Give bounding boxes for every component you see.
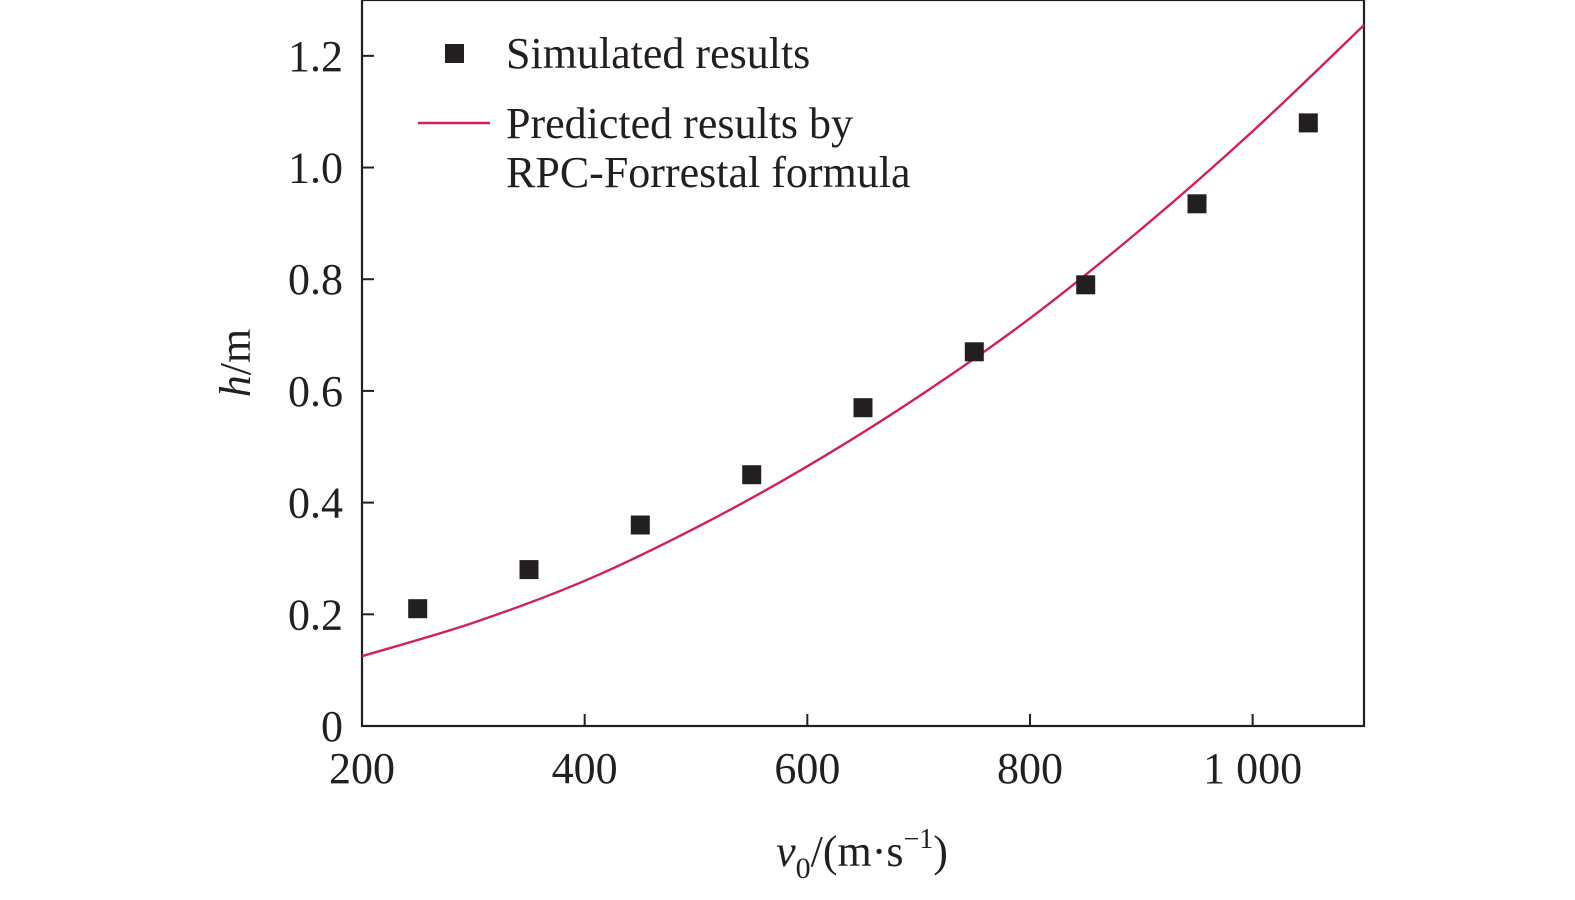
x-tick-label: 1 000 [1203,744,1302,793]
tick-marks [361,54,1254,727]
x-axis-title: v0/(m·s−1) [776,824,948,885]
y-tick-label: 0.8 [288,255,343,304]
x-tick-label: 800 [997,744,1063,793]
legend-marker-square [445,44,464,63]
simulated-point [742,465,762,485]
simulated-point [1076,275,1096,295]
simulated-point [964,342,984,362]
legend-label-predicted-line2: RPC-Forrestal formula [506,148,911,197]
simulated-point [519,560,539,580]
simulated-points-layer [408,113,1318,619]
plot-border [360,0,1366,728]
legend-label-simulated: Simulated results [506,29,810,78]
y-tick-label: 1.2 [288,32,343,81]
y-axis-title: h/m [211,329,260,397]
simulated-point [1298,113,1318,133]
legend: Simulated results Predicted results by R… [418,29,911,197]
x-tick-label: 400 [552,744,618,793]
x-tick-label: 200 [329,744,395,793]
x-tick-labels: 200 400 600 800 1 000 [329,744,1302,793]
y-tick-label: 0.6 [288,367,343,416]
y-tick-label: 1.0 [288,144,343,193]
simulated-point [1187,194,1207,214]
predicted-results-line [361,24,1365,658]
simulated-point [408,599,428,619]
y-tick-label: 0.4 [288,479,343,528]
x-tick-label: 600 [774,744,840,793]
y-tick-label: 0.2 [288,590,343,639]
legend-label-predicted-line1: Predicted results by [506,99,853,148]
simulated-point [853,398,873,418]
plot-frame [360,0,1366,728]
simulated-point [630,515,650,535]
predicted-line-layer [361,24,1365,658]
y-tick-labels: 0 0.2 0.4 0.6 0.8 1.0 1.2 [288,32,343,751]
y-tick-label: 0 [321,702,343,751]
